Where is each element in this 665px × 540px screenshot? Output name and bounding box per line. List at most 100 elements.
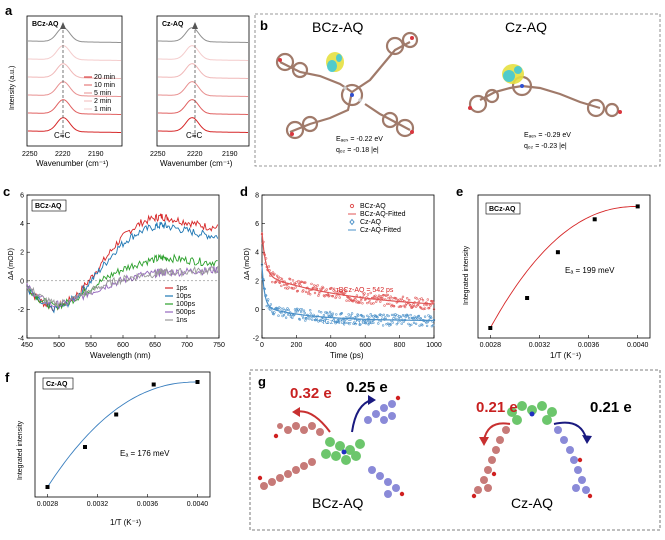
panel-d-point-BCz-AQ: [354, 298, 357, 301]
panel-a-label: a: [5, 3, 13, 18]
panel-a-left-tick: 2220: [55, 151, 71, 158]
panel-d-legend: BCz-AQ BCz-AQ-Fitted Cz-AQ Cz-AQ-Fitted: [348, 203, 406, 234]
panel-e-point: [592, 217, 597, 222]
panel-d-legend-label: BCz-AQ-Fitted: [360, 211, 406, 218]
panel-d-point-Cz-AQ: [349, 314, 352, 317]
panel-c-x-tick-label: 750: [213, 342, 225, 349]
panel-c-y-tick-label: -2: [18, 307, 24, 314]
panel-c-y-tick-label: -4: [18, 336, 24, 343]
panel-d-ylabel: ΔA (mOD): [244, 248, 251, 280]
panel-d-point-BCz-AQ: [294, 286, 297, 289]
panel-a-left-curves: [28, 27, 121, 133]
panel-g-charge-left: 0.32 e: [290, 385, 332, 402]
bcz-aq-molecule-icon: [275, 31, 419, 140]
panel-g-right-title: Cz-AQ: [511, 495, 553, 511]
panel-d-point-Cz-AQ: [366, 314, 369, 317]
panel-d-point-BCz-AQ: [295, 281, 298, 284]
panel-d-point-Cz-AQ: [377, 322, 380, 325]
panel-d-point-Cz-AQ: [357, 314, 360, 317]
panel-d-point-BCz-AQ: [409, 304, 412, 307]
panel-d-point-Cz-AQ: [430, 316, 433, 319]
panel-d-point-Cz-AQ: [387, 314, 390, 318]
panel-a: a Intensity (a.u.) BCz-AQ Cz-AQ C≡C C≡C …: [5, 3, 250, 168]
panel-d-point-Cz-AQ: [308, 317, 311, 321]
panel-d-point-Cz-AQ: [365, 319, 368, 323]
cz-aq-molecule-icon: [468, 75, 620, 118]
panel-a-left-tick: 2250: [22, 151, 38, 158]
bcz-aq-co2-density-icon: [326, 52, 344, 72]
panel-a-right-curve: [158, 81, 248, 97]
panel-a-legend-label: 2 min: [94, 98, 111, 105]
cz-aq-left-arm-icon: [474, 426, 510, 494]
panel-d-point-Cz-AQ: [396, 314, 399, 317]
panel-d-point-BCz-AQ: [280, 284, 283, 288]
panel-d-point-BCz-AQ: [426, 298, 429, 301]
panel-e-x-tick-label: 0.0036: [578, 342, 600, 349]
panel-d-point-BCz-AQ: [390, 303, 394, 307]
panel-b-left-eads: Eₐₑₛ = -0.22 eV: [336, 136, 383, 143]
panel-d-point-BCz-AQ: [361, 302, 364, 305]
bcz-aq-oxygen-icon: [257, 395, 405, 497]
panel-f-axes: 0.0028 0.0032 0.0036 0.0040: [37, 494, 208, 508]
panel-e-series: [488, 204, 640, 330]
panel-d-point-Cz-AQ: [410, 323, 413, 326]
panel-c-label: c: [3, 184, 10, 199]
panel-d-point-BCz-AQ: [363, 292, 366, 295]
panel-d-point-BCz-AQ: [277, 275, 280, 279]
panel-f-x-tick-label: 0.0036: [137, 501, 159, 508]
panel-d-point-Cz-AQ: [368, 320, 372, 324]
panel-d-point-BCz-AQ: [291, 287, 294, 290]
panel-d-point-BCz-AQ: [370, 302, 373, 305]
panel-d-point-Cz-AQ: [393, 315, 396, 318]
panel-d-point-BCz-AQ: [302, 289, 305, 292]
panel-d-point-BCz-AQ: [325, 288, 328, 291]
panel-d-point-Cz-AQ: [293, 308, 297, 311]
panel-d-fit-BCz-AQ: [261, 232, 435, 305]
panel-d-point-BCz-AQ: [271, 271, 275, 274]
panel-d-point-BCz-AQ: [405, 302, 408, 305]
cz-aq-right-arrowhead-icon: [582, 435, 592, 444]
panel-d-point-Cz-AQ: [322, 314, 326, 317]
panel-e-ylabel: Integrated intensity: [463, 245, 470, 305]
panel-e-title: BCz-AQ: [489, 206, 516, 213]
panel-d-point-Cz-AQ: [265, 304, 268, 308]
panel-e-axes: 0.0028 0.0032 0.0036 0.0040: [480, 335, 649, 349]
panel-a-left-frame: [26, 15, 123, 147]
panel-d-point-Cz-AQ: [273, 311, 276, 314]
panel-d-point-Cz-AQ: [282, 313, 286, 317]
panel-d-point-Cz-AQ: [277, 314, 280, 317]
panel-d-y-tick-label: 2: [255, 278, 259, 285]
cz-aq-left-arrowhead-icon: [479, 437, 489, 446]
panel-f-point: [195, 380, 200, 384]
panel-d-point-Cz-AQ: [343, 322, 346, 325]
panel-d-point-Cz-AQ: [347, 313, 350, 316]
panel-d-point-Cz-AQ: [357, 319, 361, 322]
panel-d-point-BCz-AQ: [344, 291, 347, 294]
panel-g-charge-cz-right: 0.21 e: [590, 399, 632, 416]
panel-d-point-Cz-AQ: [326, 321, 330, 324]
panel-a-legend: 20 min 10 min 5 min 2 min 1 min: [84, 74, 115, 113]
panel-d-point-Cz-AQ: [397, 317, 401, 320]
panel-d-point-Cz-AQ: [335, 313, 338, 316]
panel-g: g 0.32 e 0.25 e B: [249, 369, 661, 531]
panel-e-fit-line: [489, 205, 638, 329]
bcz-aq-right-arrowhead-icon: [368, 395, 376, 405]
panel-d-point-BCz-AQ: [328, 294, 331, 297]
panel-b-right-eads: Eₐₑₛ = -0.29 eV: [524, 132, 571, 139]
panel-d-point-BCz-AQ: [317, 292, 321, 295]
panel-d-point-BCz-AQ: [368, 301, 371, 304]
panel-d-point-BCz-AQ: [377, 294, 381, 297]
bcz-aq-left-arm-icon: [260, 422, 324, 490]
panel-d-point-BCz-AQ: [378, 296, 381, 300]
panel-d-x-tick-label: 0: [260, 342, 264, 349]
panel-d-point-BCz-AQ: [359, 299, 363, 302]
panel-d-point-Cz-AQ: [331, 312, 335, 315]
panel-d-point-BCz-AQ: [300, 280, 304, 284]
panel-d-point-BCz-AQ: [284, 286, 287, 290]
panel-d-y-tick-label: -2: [253, 336, 259, 343]
panel-d-point-BCz-AQ: [307, 291, 310, 294]
panel-d-point-Cz-AQ: [406, 314, 410, 318]
panel-d-label: d: [240, 184, 248, 199]
panel-a-left-curve: [28, 27, 121, 43]
